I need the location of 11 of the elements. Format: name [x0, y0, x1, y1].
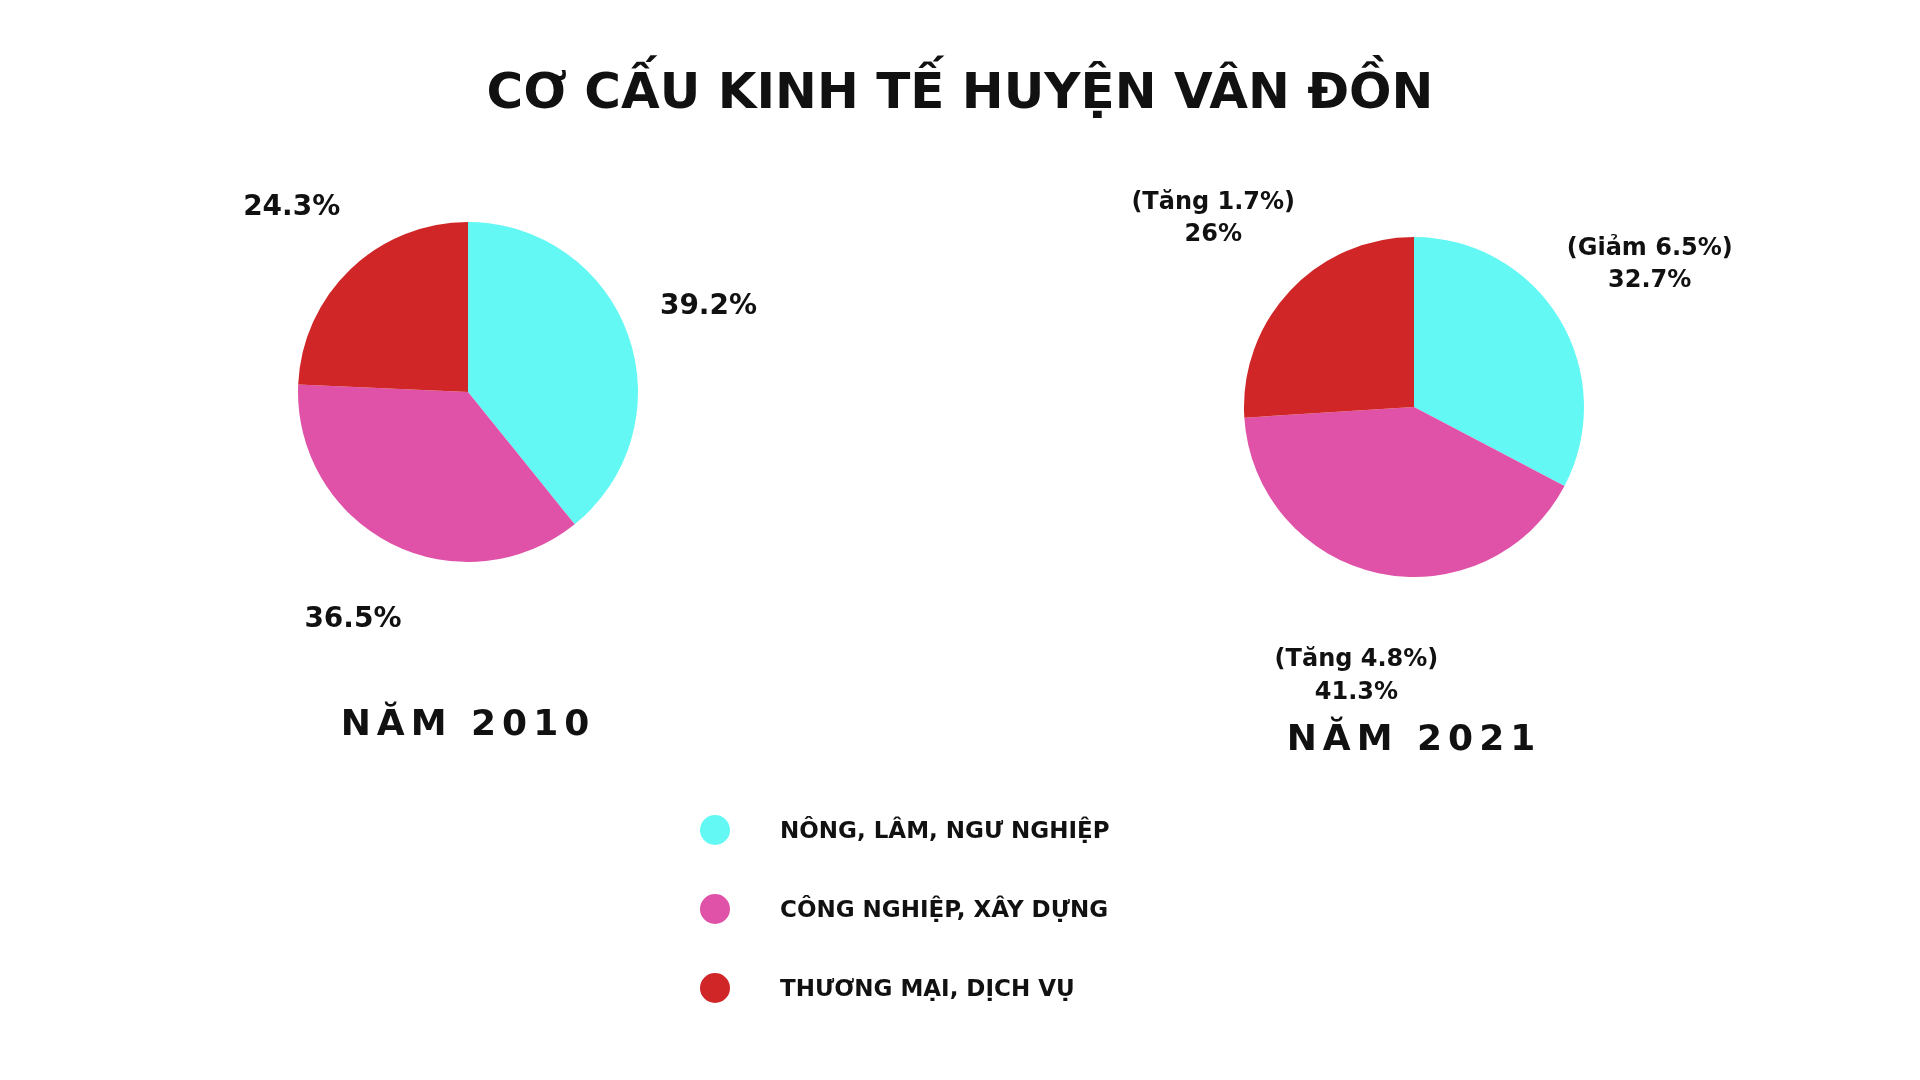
data-label: 36.5% [304, 600, 402, 634]
legend-label: NÔNG, LÂM, NGƯ NGHIỆP [780, 816, 1110, 843]
text: NĂM 2010 [339, 702, 597, 743]
data-label: (Tăng 4.8%) 41.3% [1274, 644, 1439, 705]
data-label: (Giảm 6.5%) 32.7% [1566, 232, 1733, 294]
data-label: 39.2% [659, 288, 758, 322]
data-label: (Tăng 1.7%) 26% [1131, 186, 1296, 247]
text: NĂM 2021 [1285, 717, 1543, 758]
data-label: 24.3% [243, 189, 341, 223]
legend-label: CÔNG NGHIỆP, XÂY DỰNG [780, 895, 1109, 922]
legend-label: THƯƠNG MẠI, DỊCH VỤ [780, 974, 1075, 1001]
